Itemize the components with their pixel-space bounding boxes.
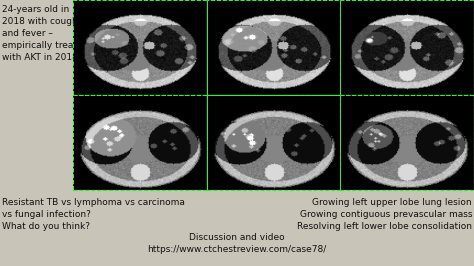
Text: Mar 20: Mar 20 [261, 81, 287, 90]
Bar [73, 95, 207, 190]
Text: 24-years old in
2018 with cough
and fever –
empirically treated
with AKT in 2018: 24-years old in 2018 with cough and feve… [2, 5, 88, 61]
Bar [207, 0, 340, 95]
Text: Discussion and video
https://www.ctchestreview.com/case78/: Discussion and video https://www.ctchest… [147, 233, 327, 253]
Text: Oct 18: Oct 18 [394, 81, 420, 90]
Text: Growing left upper lobe lung lesion
Growing contiguous prevascular mass
Resolvin: Growing left upper lobe lung lesion Grow… [297, 198, 472, 231]
Bar [340, 0, 474, 95]
Bar [340, 95, 474, 190]
Bar [73, 0, 474, 190]
Text: Resistant TB vs lymphoma vs carcinoma
vs fungal infection?
What do you think?: Resistant TB vs lymphoma vs carcinoma vs… [2, 198, 185, 231]
Bar [73, 0, 207, 95]
Text: Jul 20: Jul 20 [129, 81, 151, 90]
Bar [207, 95, 340, 190]
